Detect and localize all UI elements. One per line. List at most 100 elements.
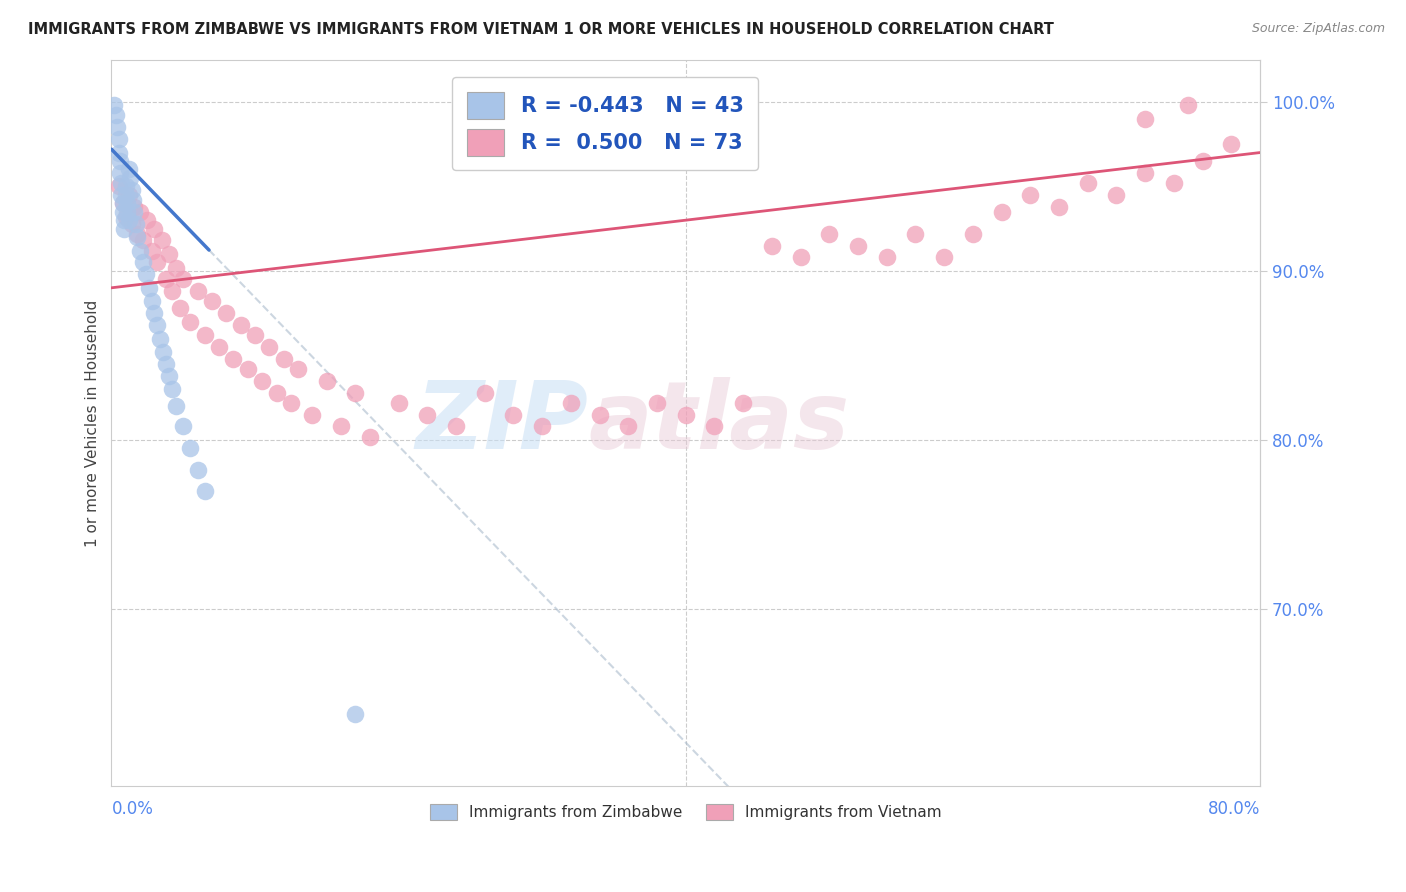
- Point: [143, 221, 166, 235]
- Point: [703, 419, 725, 434]
- Text: ZIP: ZIP: [415, 377, 588, 469]
- Point: [114, 187, 136, 202]
- Point: [152, 345, 174, 359]
- Point: [1047, 200, 1070, 214]
- Point: [187, 463, 209, 477]
- Point: [160, 382, 183, 396]
- Point: [114, 179, 136, 194]
- Point: [115, 204, 138, 219]
- Point: [117, 162, 139, 177]
- Point: [121, 183, 143, 197]
- Point: [136, 213, 159, 227]
- Point: [124, 200, 146, 214]
- Point: [165, 399, 187, 413]
- Text: 80.0%: 80.0%: [1208, 800, 1260, 818]
- Point: [111, 204, 134, 219]
- Point: [761, 238, 783, 252]
- Point: [733, 396, 755, 410]
- Point: [1019, 187, 1042, 202]
- Point: [179, 315, 201, 329]
- Point: [560, 396, 582, 410]
- Text: 0.0%: 0.0%: [111, 800, 153, 818]
- Point: [122, 193, 145, 207]
- Point: [229, 318, 252, 332]
- Point: [155, 272, 177, 286]
- Point: [169, 301, 191, 315]
- Point: [146, 318, 169, 332]
- Point: [172, 272, 194, 286]
- Point: [1220, 137, 1243, 152]
- Point: [127, 227, 149, 241]
- Point: [273, 351, 295, 366]
- Point: [444, 419, 467, 434]
- Point: [675, 408, 697, 422]
- Point: [416, 408, 439, 422]
- Point: [474, 385, 496, 400]
- Point: [110, 176, 132, 190]
- Point: [155, 357, 177, 371]
- Point: [160, 284, 183, 298]
- Point: [243, 328, 266, 343]
- Point: [990, 204, 1012, 219]
- Point: [117, 213, 139, 227]
- Point: [301, 408, 323, 422]
- Point: [124, 204, 146, 219]
- Point: [280, 396, 302, 410]
- Point: [359, 429, 381, 443]
- Point: [107, 132, 129, 146]
- Point: [387, 396, 409, 410]
- Point: [111, 196, 134, 211]
- Point: [157, 247, 180, 261]
- Point: [141, 294, 163, 309]
- Text: atlas: atlas: [588, 377, 849, 469]
- Point: [112, 213, 135, 227]
- Point: [157, 368, 180, 383]
- Point: [127, 230, 149, 244]
- Point: [121, 217, 143, 231]
- Point: [179, 442, 201, 456]
- Point: [1177, 98, 1199, 112]
- Point: [172, 419, 194, 434]
- Point: [117, 187, 139, 202]
- Point: [115, 196, 138, 211]
- Point: [132, 234, 155, 248]
- Point: [194, 483, 217, 498]
- Point: [208, 340, 231, 354]
- Point: [236, 362, 259, 376]
- Point: [129, 204, 152, 219]
- Point: [215, 306, 238, 320]
- Point: [315, 374, 337, 388]
- Point: [165, 260, 187, 275]
- Point: [187, 284, 209, 298]
- Point: [105, 120, 128, 135]
- Point: [149, 332, 172, 346]
- Point: [146, 255, 169, 269]
- Point: [150, 234, 173, 248]
- Point: [138, 281, 160, 295]
- Point: [201, 294, 224, 309]
- Point: [111, 196, 134, 211]
- Point: [266, 385, 288, 400]
- Point: [250, 374, 273, 388]
- Text: Source: ZipAtlas.com: Source: ZipAtlas.com: [1251, 22, 1385, 36]
- Point: [645, 396, 668, 410]
- Point: [1133, 166, 1156, 180]
- Point: [876, 251, 898, 265]
- Point: [107, 145, 129, 160]
- Point: [344, 706, 367, 721]
- Point: [531, 419, 554, 434]
- Point: [588, 408, 610, 422]
- Point: [1133, 112, 1156, 126]
- Point: [141, 244, 163, 258]
- Point: [330, 419, 353, 434]
- Point: [1163, 176, 1185, 190]
- Point: [135, 267, 157, 281]
- Point: [194, 328, 217, 343]
- Point: [112, 221, 135, 235]
- Point: [932, 251, 955, 265]
- Point: [129, 244, 152, 258]
- Point: [287, 362, 309, 376]
- Point: [617, 419, 640, 434]
- Point: [1191, 154, 1213, 169]
- Point: [222, 351, 245, 366]
